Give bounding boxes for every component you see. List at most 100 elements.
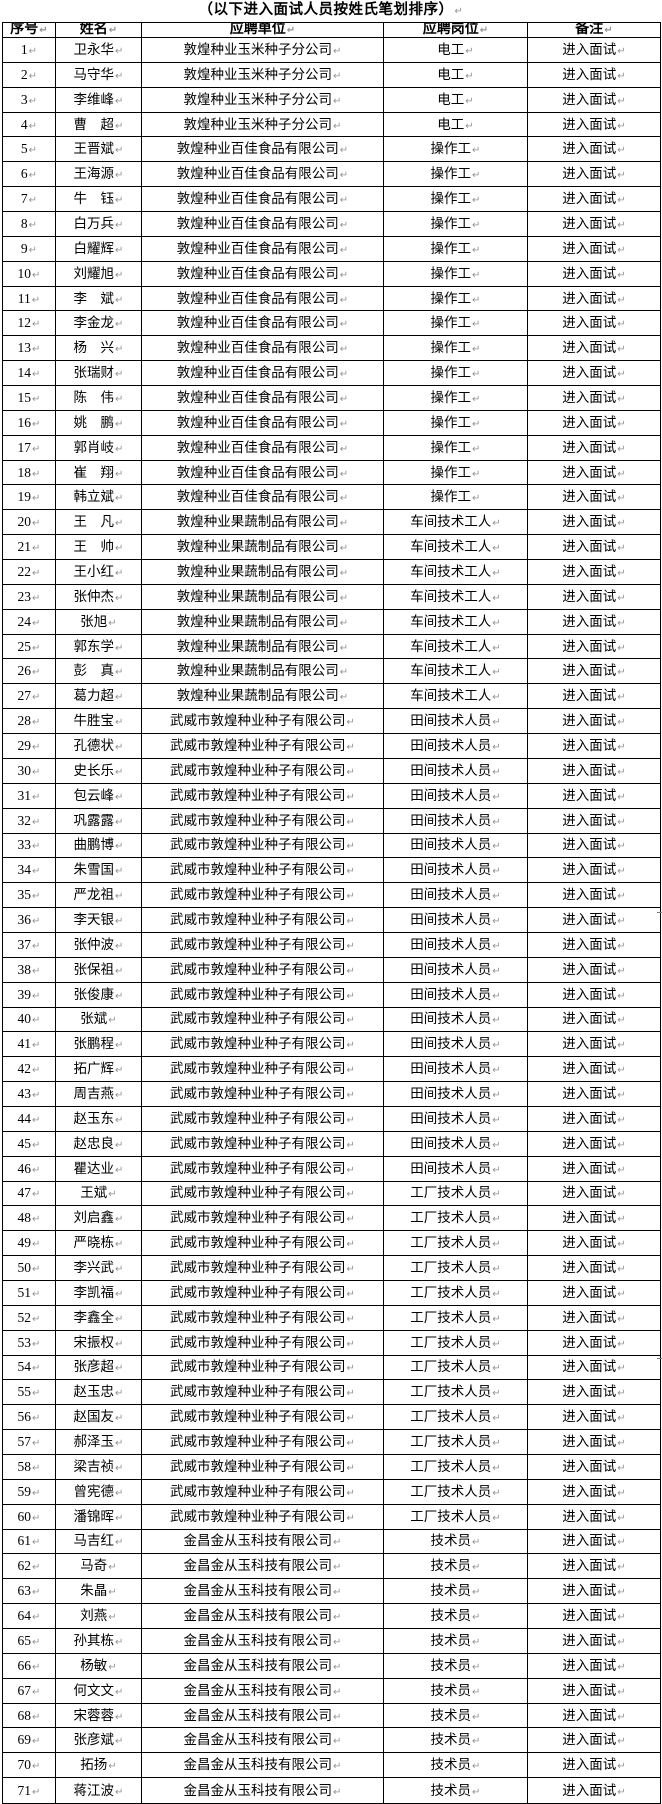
note-value: 进入面试 (562, 563, 617, 579)
name-cell: 严晓栋↵ (55, 1230, 142, 1257)
paragraph-mark: ↵ (32, 990, 41, 1002)
company-value: 武威市敦煌种业种子有限公司 (170, 1508, 346, 1524)
note-cell: 进入面试↵ (527, 211, 661, 237)
note-value: 进入面试 (562, 1483, 617, 1499)
paragraph-mark: ↵ (32, 1239, 41, 1251)
company-cell: 敦煌种业玉米种子分公司↵ (141, 37, 384, 63)
paragraph-mark: ↵ (617, 369, 626, 381)
name-value: 张旭 (80, 613, 108, 629)
company-value: 敦煌种业百佳食品有限公司 (176, 389, 339, 405)
position-cell: 田间技术人员↵ (383, 931, 528, 958)
paragraph-mark: ↵ (108, 1661, 117, 1673)
name-value: 王 帅 (73, 539, 115, 555)
paragraph-mark: ↵ (115, 1388, 124, 1400)
paragraph-mark: ↵ (617, 1487, 626, 1499)
note-value: 进入面试 (562, 887, 617, 903)
name-cell: 郭肖岐↵ (55, 434, 142, 461)
paragraph-mark: ↵ (28, 244, 38, 256)
position-cell: 电工↵ (383, 86, 528, 113)
paragraph-mark: ↵ (108, 1562, 117, 1574)
table-row: 61↵ 马吉红↵ 金昌金从玉科技有限公司↵ 技术员↵ 进入面试↵ (2, 1528, 661, 1555)
paragraph-mark: ↵ (339, 418, 349, 430)
name-cell: 白耀辉↵ (55, 235, 142, 262)
name-cell: 何文文↵ (55, 1677, 142, 1704)
paragraph-mark: ↵ (28, 219, 38, 231)
position-cell: 操作工↵ (383, 385, 528, 411)
table-row: 62↵ 马奇↵ 金昌金从玉科技有限公司↵ 技术员↵ 进入面试↵ (2, 1553, 661, 1580)
position-value: 工厂技术人员 (410, 1284, 492, 1300)
company-value: 武威市敦煌种业种子有限公司 (170, 1086, 346, 1102)
seq-value: 12 (17, 315, 32, 331)
paragraph-mark: ↵ (346, 1239, 355, 1251)
company-cell: 武威市敦煌种业种子有限公司↵ (141, 1478, 384, 1505)
position-cell: 田间技术人员↵ (383, 807, 528, 834)
company-value: 敦煌种业玉米种子分公司 (183, 66, 333, 82)
seq-value: 7 (20, 191, 28, 207)
seq-value: 33 (17, 837, 32, 853)
seq-cell: 26↵ (2, 658, 56, 685)
company-cell: 敦煌种业果蔬制品有限公司↵ (141, 583, 384, 610)
table-row: 39↵ 张俊康↵ 武威市敦煌种业种子有限公司↵ 田间技术人员↵ 进入面试↵ (2, 981, 661, 1008)
note-cell: 进入面试↵ (527, 658, 661, 685)
paragraph-mark: ↵ (115, 1139, 124, 1151)
paragraph-mark: ↵ (472, 294, 481, 306)
paragraph-mark: ↵ (333, 1736, 342, 1748)
seq-cell: 20↵ (2, 509, 56, 536)
company-cell: 敦煌种业百佳食品有限公司↵ (141, 235, 384, 262)
position-cell: 田间技术人员↵ (383, 956, 528, 983)
company-cell: 武威市敦煌种业种子有限公司↵ (141, 757, 384, 784)
seq-value: 71 (17, 1782, 32, 1798)
seq-cell: 24↵ (2, 608, 56, 635)
company-cell: 武威市敦煌种业种子有限公司↵ (141, 708, 384, 735)
note-value: 进入面试 (562, 1185, 617, 1201)
paragraph-mark: ↵ (346, 891, 355, 903)
name-cell: 王小红↵ (55, 559, 142, 585)
paragraph-mark: ↵ (28, 195, 38, 207)
seq-cell: 19↵ (2, 484, 56, 511)
paragraph-mark: ↵ (115, 70, 124, 82)
seq-cell: 8↵ (2, 211, 56, 237)
paragraph-mark: ↵ (346, 1114, 355, 1126)
paragraph-mark: ↵ (617, 1562, 626, 1574)
position-cell: 技术员↵ (383, 1727, 528, 1754)
paragraph-mark: ↵ (492, 592, 501, 604)
paragraph-mark: ↵ (492, 1114, 501, 1126)
paragraph-mark: ↵ (617, 866, 626, 878)
paragraph-mark: ↵ (492, 940, 501, 952)
position-cell: 工厂技术人员↵ (383, 1180, 528, 1207)
table-row: 69↵ 张彦斌↵ 金昌金从玉科技有限公司↵ 技术员↵ 进入面试↵ (2, 1727, 661, 1754)
paragraph-mark: ↵ (339, 170, 349, 182)
note-cell: 进入面试↵ (527, 136, 661, 163)
name-value: 李兴武 (73, 1260, 115, 1276)
paragraph-mark: ↵ (617, 1164, 626, 1176)
company-value: 敦煌种业果蔬制品有限公司 (176, 663, 339, 679)
paragraph-mark: ↵ (32, 1462, 41, 1474)
company-cell: 武威市敦煌种业种子有限公司↵ (141, 1006, 384, 1033)
seq-value: 21 (17, 539, 32, 555)
name-value: 杨 兴 (73, 340, 115, 356)
name-cell: 王 凡↵ (55, 509, 142, 536)
name-cell: 郭东学↵ (55, 633, 142, 660)
table-row: 22↵ 王小红↵ 敦煌种业果蔬制品有限公司↵ 车间技术工人↵ 进入面试↵ (2, 559, 661, 585)
company-value: 金昌金从玉科技有限公司 (183, 1732, 333, 1748)
paragraph-mark: ↵ (617, 493, 626, 505)
paragraph-mark: ↵ (617, 294, 626, 306)
seq-cell: 68↵ (2, 1702, 56, 1729)
paragraph-mark: ↵ (492, 1313, 501, 1325)
paragraph-mark: ↵ (115, 1288, 124, 1300)
name-cell: 李维峰↵ (55, 86, 142, 113)
paragraph-mark: ↵ (115, 717, 124, 729)
company-value: 敦煌种业果蔬制品有限公司 (176, 514, 339, 530)
table-row: 63↵ 朱晶↵ 金昌金从玉科技有限公司↵ 技术员↵ 进入面试↵ (2, 1578, 661, 1605)
seq-value: 54 (17, 1359, 32, 1375)
position-cell: 田间技术人员↵ (383, 782, 528, 809)
position-value: 工厂技术人员 (410, 1483, 492, 1499)
note-cell: 进入面试↵ (527, 583, 661, 610)
paragraph-mark: ↵ (108, 1761, 117, 1773)
seq-cell: 28↵ (2, 708, 56, 735)
company-value: 武威市敦煌种业种子有限公司 (170, 936, 346, 952)
table-row: 1↵ 卫永华↵ 敦煌种业玉米种子分公司↵ 电工↵ 进入面试↵ (2, 37, 661, 63)
paragraph-mark: ↵ (333, 1761, 342, 1773)
position-cell: 工厂技术人员↵ (383, 1379, 528, 1406)
name-cell: 王海源↵ (55, 161, 142, 188)
